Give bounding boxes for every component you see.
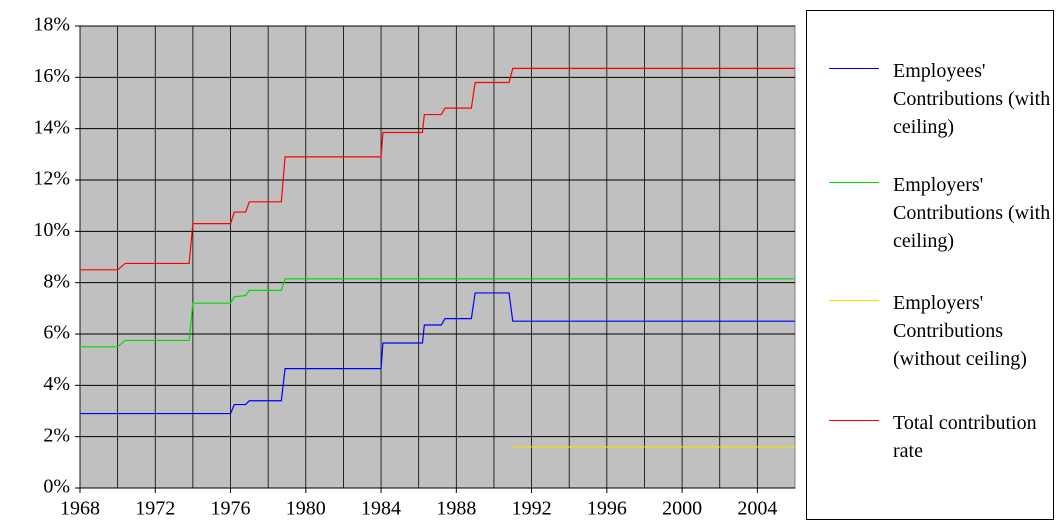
chart: 0% 2% 4% 6% 8% 10% 12% 14% 16% 18% 1968 1972 1976 198… bbox=[33, 14, 796, 520]
legend-swatch bbox=[829, 300, 879, 301]
x-tick-label: 1976 bbox=[211, 498, 251, 520]
y-tick-label: 2% bbox=[43, 424, 70, 446]
x-tick-label: 1996 bbox=[587, 498, 627, 520]
series-line bbox=[80, 292, 795, 415]
x-tick-label: 1980 bbox=[286, 498, 326, 520]
x-tick-label: 2000 bbox=[662, 498, 702, 520]
legend-label: Total contribution rate bbox=[893, 412, 1037, 462]
x-tick-label: 1992 bbox=[512, 498, 552, 520]
y-tick-label: 4% bbox=[43, 373, 70, 395]
x-tick-label: 1988 bbox=[436, 498, 476, 520]
plot-area bbox=[79, 25, 796, 489]
x-tick-label: 2004 bbox=[737, 498, 777, 520]
legend-swatch bbox=[829, 420, 879, 421]
x-tick-label: 1984 bbox=[361, 498, 401, 520]
series-line bbox=[80, 278, 795, 348]
x-tick-label: 1972 bbox=[135, 498, 175, 520]
y-tick-label: 10% bbox=[33, 219, 70, 241]
y-tick-label: 6% bbox=[43, 322, 70, 344]
legend: Employees' Contributions (with ceiling) E… bbox=[806, 10, 1054, 520]
legend-swatch bbox=[829, 68, 879, 69]
y-tick-label: 14% bbox=[33, 116, 70, 138]
y-tick-label: 16% bbox=[33, 65, 70, 87]
y-tick-label: 8% bbox=[43, 270, 70, 292]
y-tick-label: 12% bbox=[33, 168, 70, 190]
legend-label: Employers' Contributions (with ceiling) bbox=[893, 174, 1051, 252]
y-tick-label: 0% bbox=[43, 476, 70, 498]
y-tick-label: 18% bbox=[33, 14, 70, 36]
series-line bbox=[80, 67, 795, 271]
legend-swatch bbox=[829, 182, 879, 183]
legend-label: Employers' Contributions (without ceilin… bbox=[893, 292, 1027, 370]
x-tick-label: 1968 bbox=[60, 498, 100, 520]
legend-label: Employees' Contributions (with ceiling) bbox=[893, 60, 1051, 138]
